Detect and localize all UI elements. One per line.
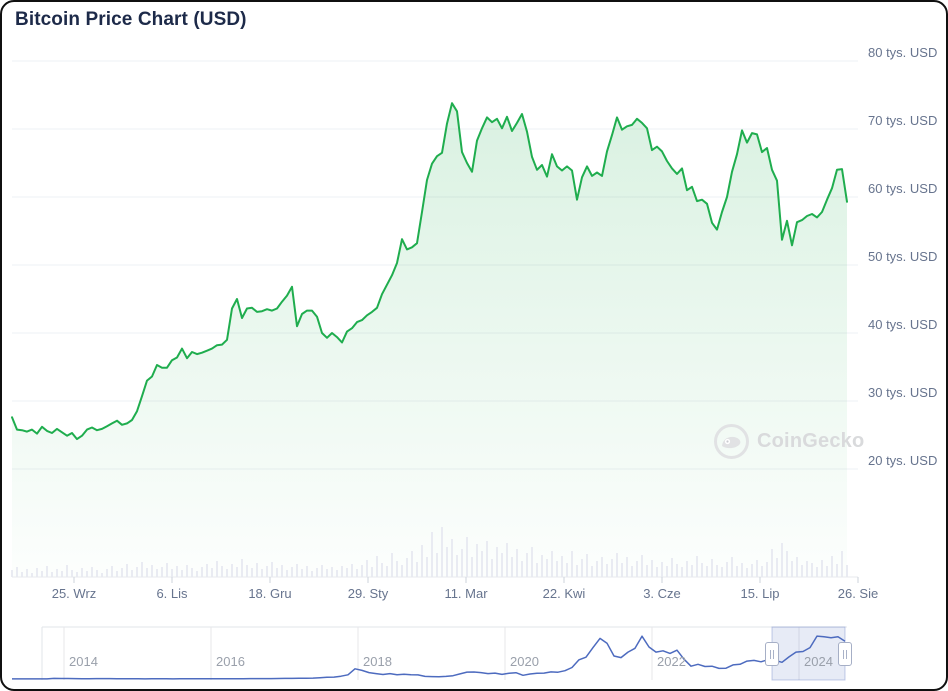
x-axis-label: 26. Sie <box>837 586 879 601</box>
price-area <box>12 103 847 577</box>
navigator-right-handle[interactable] <box>838 642 852 666</box>
navigator-year-label: 2020 <box>510 654 539 669</box>
x-axis-label: 22. Kwi <box>542 586 586 601</box>
navigator-graphics <box>12 626 847 681</box>
navigator-left-handle[interactable] <box>765 642 779 666</box>
navigator-year-label: 2024 <box>804 654 833 669</box>
navigator-year-label: 2016 <box>216 654 245 669</box>
coingecko-watermark: CoinGecko <box>713 423 864 460</box>
y-axis-label: 60 tys. USD <box>868 181 938 196</box>
x-axis-label: 3. Cze <box>643 586 681 601</box>
coingecko-watermark-text: CoinGecko <box>757 430 865 452</box>
x-axis-label: 11. Mar <box>444 586 488 601</box>
x-axis-label: 18. Gru <box>248 586 292 601</box>
x-axis-label: 29. Sty <box>347 586 389 601</box>
y-axis-label: 70 tys. USD <box>868 113 938 128</box>
y-axis-label: 20 tys. USD <box>868 453 938 468</box>
y-axis-label: 50 tys. USD <box>868 249 938 264</box>
y-axis-label: 80 tys. USD <box>868 45 938 60</box>
chart-title: Bitcoin Price Chart (USD) <box>15 9 247 30</box>
price-line <box>11 102 848 441</box>
navigator-year-label: 2014 <box>69 654 98 669</box>
coingecko-logo-icon <box>714 424 749 459</box>
y-axis-label: 40 tys. USD <box>868 317 938 332</box>
navigator-selected-range[interactable] <box>771 626 846 681</box>
x-axis-label: 25. Wrz <box>51 586 97 601</box>
x-axis-label: 15. Lip <box>740 586 780 601</box>
volume-bars <box>11 527 848 577</box>
x-axis-label: 6. Lis <box>156 586 188 601</box>
y-axis-label: 30 tys. USD <box>868 385 938 400</box>
navigator-year-label: 2022 <box>657 654 686 669</box>
navigator-year-label: 2018 <box>363 654 392 669</box>
x-axis-line-and-ticks <box>12 576 859 583</box>
